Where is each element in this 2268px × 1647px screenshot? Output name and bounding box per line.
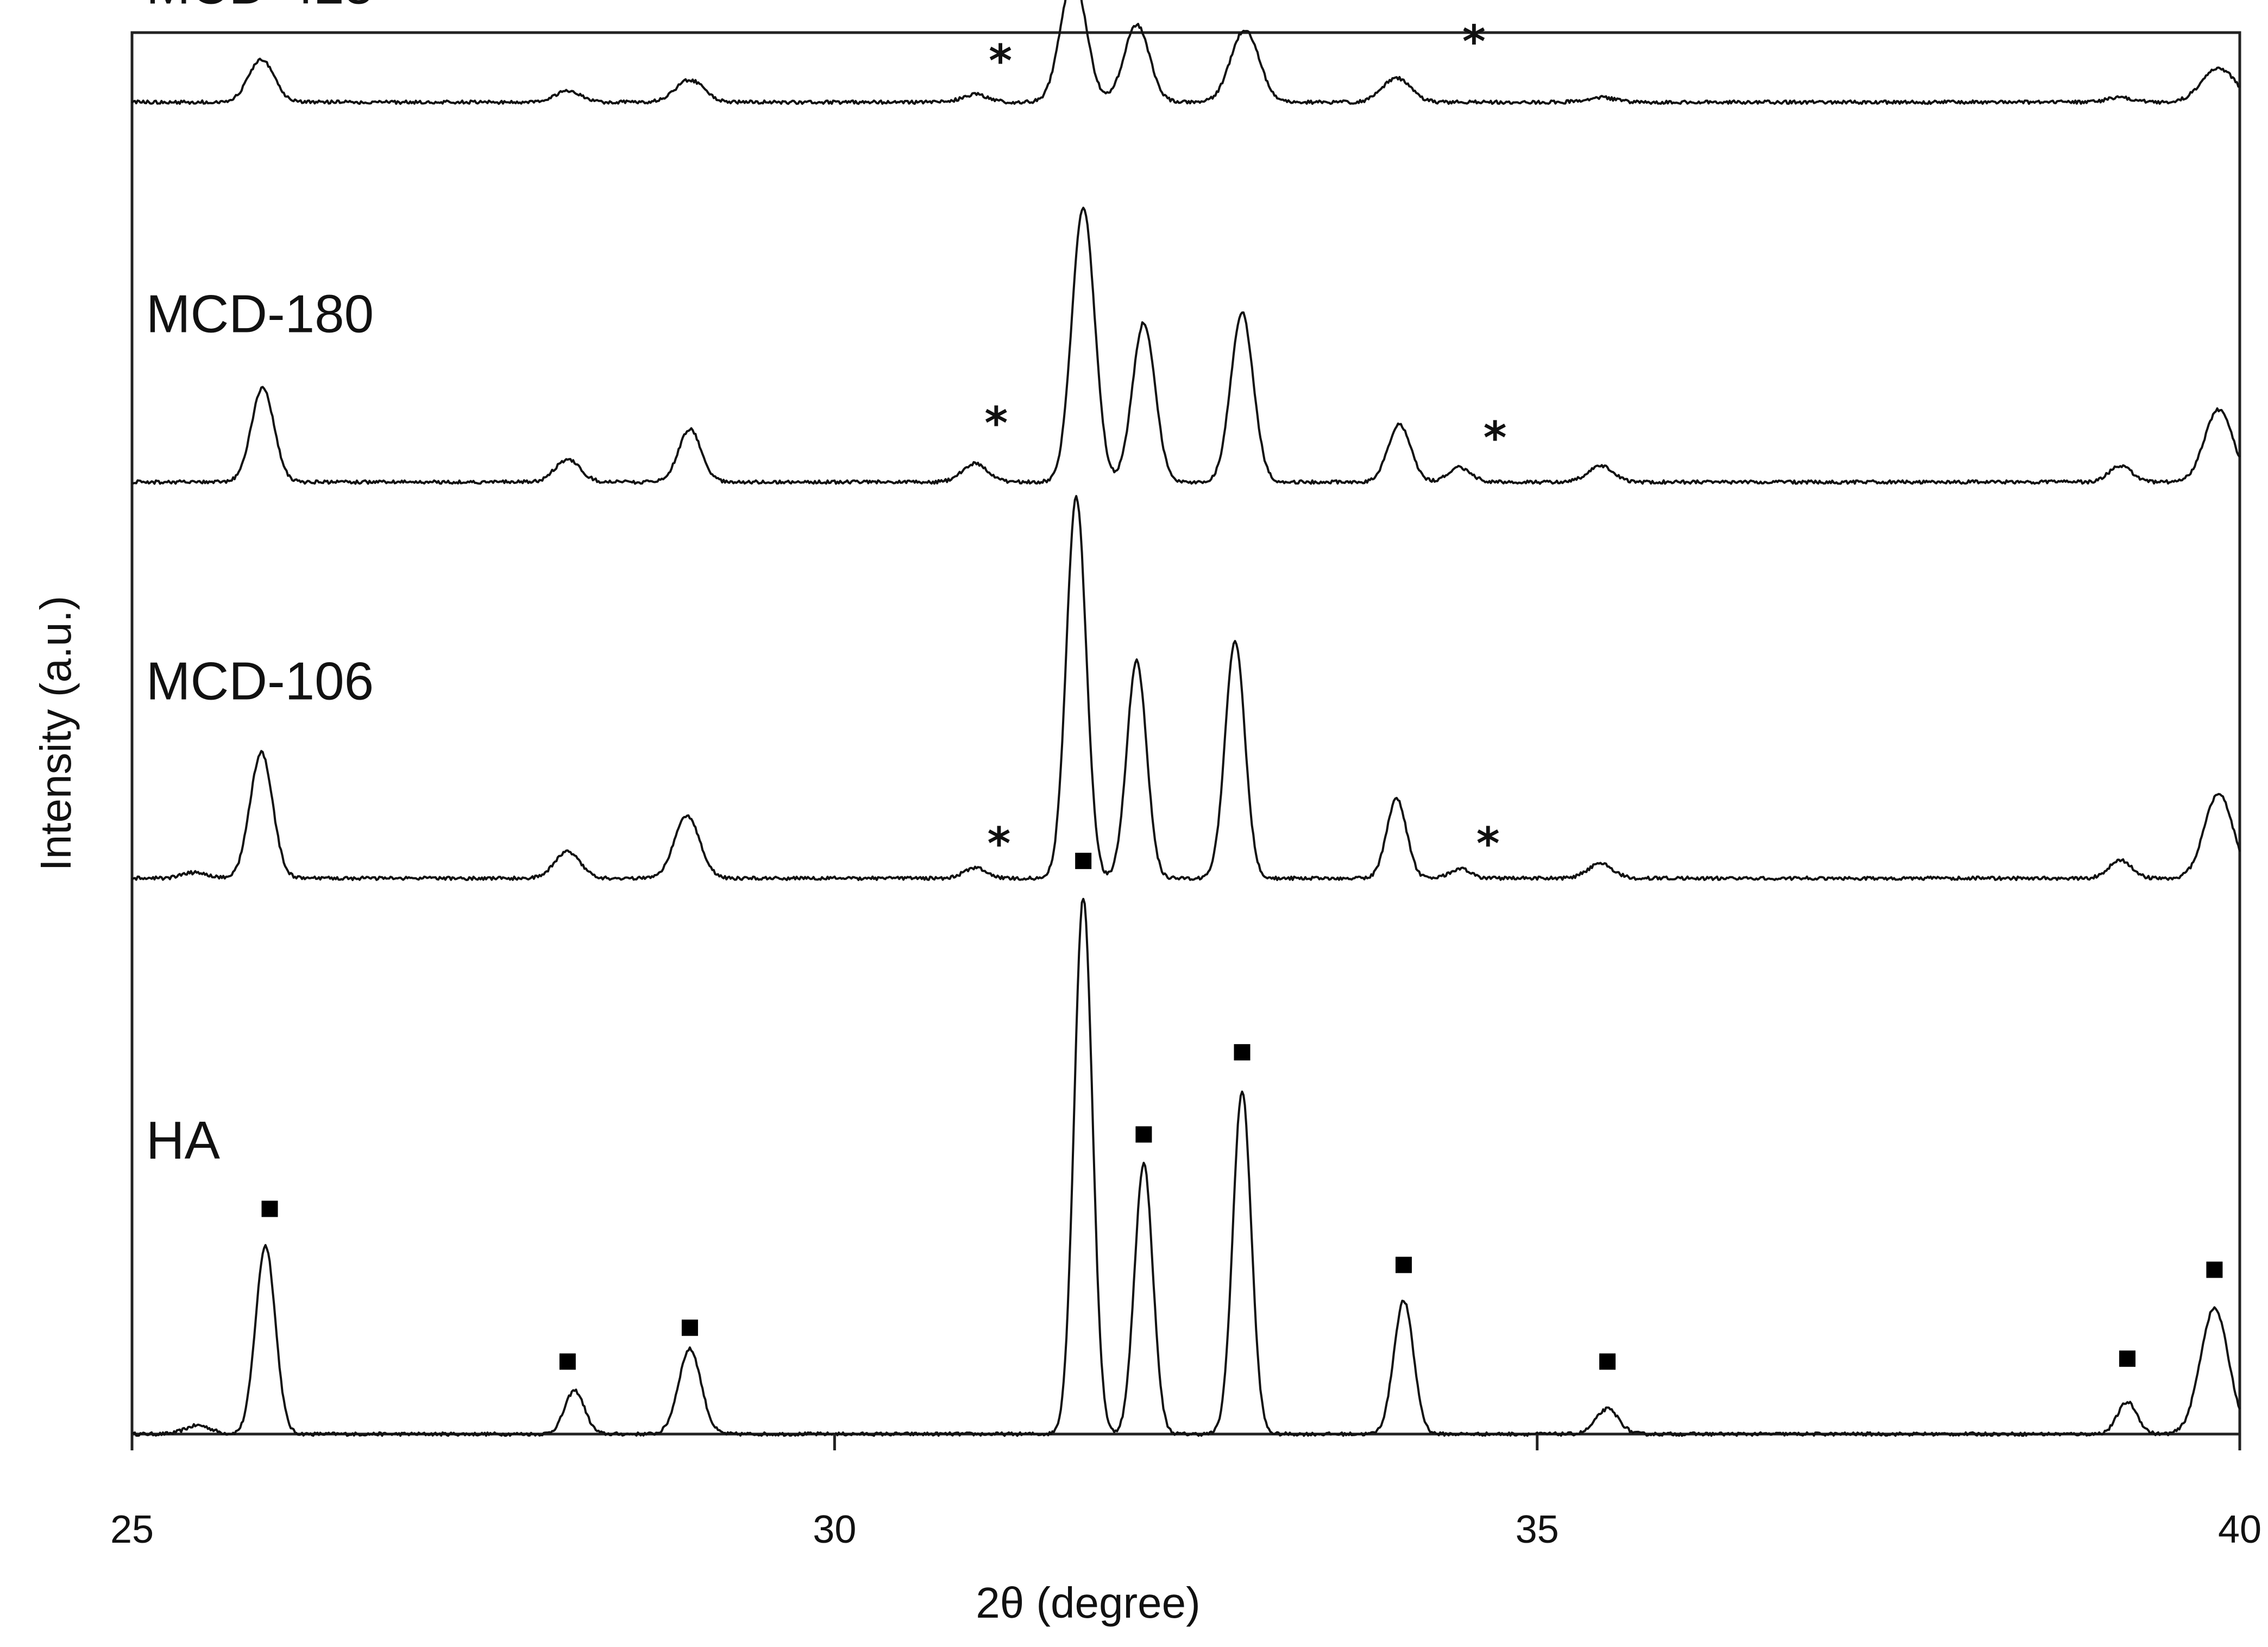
secondary-phase-marker: * <box>1484 412 1507 464</box>
x-tick-label: 35 <box>1516 1508 1559 1551</box>
secondary-phase-marker: * <box>989 35 1012 87</box>
ha-peak-marker <box>2206 1261 2223 1278</box>
ha-peak-marker <box>681 1319 698 1336</box>
y-axis-title: Intensity (a.u.) <box>32 596 80 871</box>
series-line-mcd-180 <box>131 206 2241 485</box>
secondary-phase-marker: * <box>984 398 1008 450</box>
ha-peak-marker <box>1234 1044 1251 1061</box>
x-tick-label: 25 <box>110 1508 154 1551</box>
x-tick-label: 30 <box>813 1508 856 1551</box>
ha-peak-marker <box>2119 1350 2136 1367</box>
series-label: HA <box>146 1110 221 1170</box>
series-curves <box>131 0 2241 1437</box>
series-labels: MCD-425 MCD-180 MCD-106 HA <box>146 0 374 1170</box>
secondary-phase-marker: * <box>1477 819 1500 870</box>
ha-peak-marker <box>1135 1126 1152 1143</box>
plot-area <box>130 31 2241 1436</box>
x-axis: 25 30 35 40 <box>110 1434 2261 1551</box>
x-tick-label: 40 <box>2218 1508 2261 1551</box>
series-label: MCD-425 <box>146 0 374 15</box>
ha-peak-marker <box>1395 1256 1412 1273</box>
secondary-phase-marker: * <box>988 819 1011 870</box>
markers: * * * * * * <box>261 16 2223 1370</box>
series-line-mcd-106 <box>131 495 2241 881</box>
series-line-mcd-425 <box>131 0 2240 105</box>
series-label: MCD-180 <box>146 284 374 344</box>
x-axis-title: 2θ (degree) <box>976 1579 1201 1627</box>
series-label: MCD-106 <box>146 651 374 711</box>
ha-peak-marker <box>261 1200 278 1217</box>
ha-peak-marker <box>559 1353 576 1370</box>
ha-peak-marker <box>1075 852 1092 869</box>
secondary-phase-marker: * <box>1462 16 1486 68</box>
ha-peak-marker <box>1599 1353 1616 1370</box>
series-line-ha <box>131 897 2241 1437</box>
